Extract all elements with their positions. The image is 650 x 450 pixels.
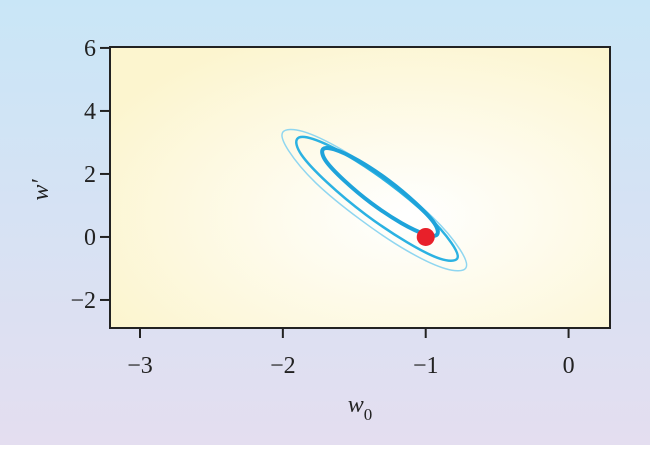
x-tick-label: −1 (413, 353, 439, 379)
y-tick-label: 6 (84, 36, 96, 62)
x-tick-label: −2 (270, 353, 296, 379)
y-axis-label: w′ (28, 179, 54, 201)
optimum-point (416, 227, 435, 246)
x-tick-label: 0 (563, 353, 575, 379)
y-tick-label: 4 (84, 99, 96, 125)
x-label-base: w (348, 392, 364, 418)
x-label-subscript: 0 (364, 405, 373, 424)
y-tick-label: 0 (84, 225, 96, 251)
x-tick-label: −3 (127, 353, 153, 379)
x-axis-label: w0 (348, 392, 373, 424)
y-tick-label: 2 (84, 162, 96, 188)
y-tick-label: −2 (70, 288, 96, 314)
plot-area (109, 46, 611, 329)
contour-line (320, 145, 440, 238)
contour-line (281, 128, 468, 272)
